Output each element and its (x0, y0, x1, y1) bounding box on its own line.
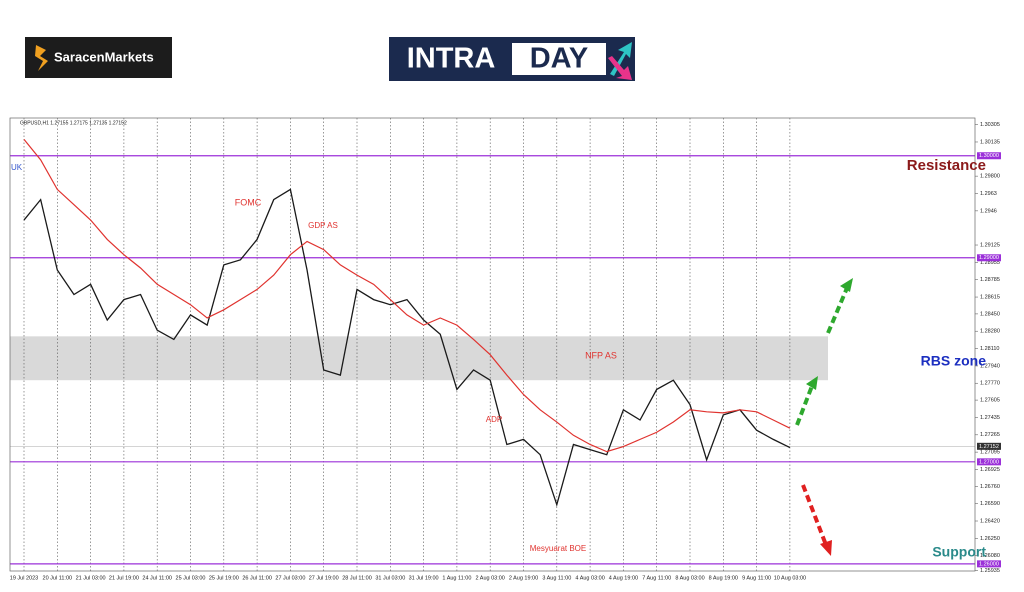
y-tick-label: 1.2963 (980, 191, 997, 197)
level-label: 1.29000 (979, 255, 999, 261)
series-line (23, 188, 791, 507)
y-tick-label: 1.27770 (980, 381, 1000, 387)
zone-label: Resistance (907, 157, 986, 174)
chart-header: GBPUSD,H1 1.27155 1.27175 1.27135 1.2715… (20, 120, 127, 126)
logo-icon (35, 45, 48, 71)
banner-text: INTRA (407, 43, 496, 75)
arrow (826, 287, 849, 334)
x-tick-label: 19 Jul 2023 (10, 575, 38, 581)
logo-text: SaracenMarkets (54, 49, 154, 64)
x-tick-label: 8 Aug 19:00 (709, 575, 738, 581)
x-tick-label: 3 Aug 11:00 (542, 575, 571, 581)
y-tick-label: 1.28450 (980, 311, 1000, 317)
x-tick-label: 2 Aug 19:00 (509, 575, 538, 581)
x-tick-label: 1 Aug 11:00 (442, 575, 471, 581)
level-label: 1.26000 (979, 561, 999, 567)
x-tick-label: 21 Jul 19:00 (109, 575, 139, 581)
arrow (795, 385, 814, 426)
logo-box (25, 37, 172, 78)
y-tick-label: 1.30305 (980, 122, 1000, 128)
x-tick-label: 24 Jul 11:00 (142, 575, 172, 581)
y-tick-label: 1.27605 (980, 398, 1000, 404)
level-tag (977, 152, 1001, 160)
arrow-head (806, 376, 818, 390)
x-tick-label: 9 Aug 11:00 (742, 575, 771, 581)
annotation: NFP AS (585, 350, 617, 360)
y-tick-label: 1.2946 (980, 208, 997, 214)
series-line (23, 139, 791, 453)
y-tick-label: 1.29800 (980, 174, 1000, 180)
x-tick-label: 4 Aug 03:00 (575, 575, 604, 581)
x-tick-label: 10 Aug 03:00 (774, 575, 806, 581)
y-tick-label: 1.26420 (980, 518, 1000, 524)
arrow-head (840, 278, 853, 292)
y-tick-label: 1.28955 (980, 260, 1000, 266)
rbs-zone (10, 336, 828, 381)
y-tick-label: 1.28280 (980, 329, 1000, 335)
y-tick-label: 1.29125 (980, 242, 1000, 248)
x-tick-label: 26 Jul 11:00 (242, 575, 272, 581)
level-tag (977, 458, 1001, 466)
x-tick-label: 7 Aug 11:00 (642, 575, 671, 581)
last-price-label: 1.27152 (979, 444, 999, 450)
annotation: UK (11, 163, 23, 172)
x-tick-label: 27 Jul 03:00 (275, 575, 305, 581)
x-tick-label: 8 Aug 03:00 (675, 575, 704, 581)
x-tick-label: 28 Jul 11:00 (342, 575, 372, 581)
x-tick-label: 2 Aug 03:00 (476, 575, 505, 581)
y-tick-label: 1.27435 (980, 415, 1000, 421)
x-tick-label: 21 Jul 03:00 (76, 575, 106, 581)
x-tick-label: 31 Jul 19:00 (409, 575, 439, 581)
y-tick-label: 1.26080 (980, 553, 1000, 559)
x-tick-label: 4 Aug 19:00 (609, 575, 638, 581)
zone-label: RBS zone (921, 353, 987, 369)
annotation: ADP (486, 415, 502, 424)
zone-label: Support (932, 544, 986, 560)
x-tick-label: 25 Jul 19:00 (209, 575, 239, 581)
y-tick-label: 1.30135 (980, 139, 1000, 145)
y-tick-label: 1.27095 (980, 450, 1000, 456)
banner-arrow (608, 56, 632, 80)
level-tag (977, 560, 1001, 568)
y-tick-label: 1.28615 (980, 295, 1000, 301)
annotation: FOMC (235, 197, 262, 207)
last-price-tag (977, 442, 1001, 450)
arrow (801, 484, 828, 546)
y-tick-label: 1.27940 (980, 363, 1000, 369)
y-tick-label: 1.28785 (980, 277, 1000, 283)
y-tick-label: 1.26590 (980, 501, 1000, 507)
level-tag (977, 254, 1001, 262)
y-tick-label: 1.26925 (980, 467, 1000, 473)
y-tick-label: 1.25935 (980, 568, 1000, 574)
annotation: GDP AS (308, 221, 338, 230)
y-tick-label: 1.26760 (980, 484, 1000, 490)
y-tick-label: 1.28110 (980, 346, 999, 352)
y-tick-label: 1.27265 (980, 432, 1000, 438)
annotation: Mesyuarat BOE (530, 544, 586, 553)
y-tick-label: 1.26250 (980, 536, 1000, 542)
banner-text: DAY (530, 43, 589, 75)
arrow-head (820, 540, 832, 556)
x-tick-label: 25 Jul 03:00 (176, 575, 206, 581)
plot-frame (9, 117, 976, 572)
x-tick-label: 27 Jul 19:00 (309, 575, 339, 581)
level-label: 1.30000 (979, 153, 999, 159)
x-tick-label: 31 Jul 03:00 (375, 575, 405, 581)
banner-inset (512, 43, 606, 75)
scenario-arrows (795, 287, 849, 546)
x-tick-label: 20 Jul 11:00 (43, 575, 73, 581)
level-label: 1.27000 (979, 459, 999, 465)
